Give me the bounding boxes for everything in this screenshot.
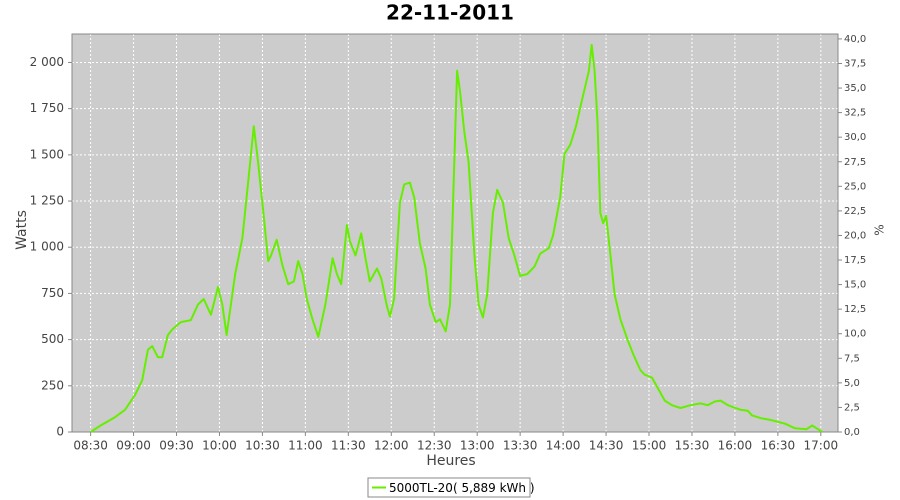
legend: 5000TL-20( 5,889 kWh ) — [367, 477, 535, 498]
y2-tick-label: 27,5 — [844, 157, 866, 168]
x-tick-label: 10:00 — [202, 439, 237, 453]
y2-tick-label: 20,0 — [844, 230, 866, 241]
y2-axis-title: % — [873, 224, 887, 235]
y-tick-label: 1 500 — [30, 147, 64, 161]
y-tick-label: 250 — [41, 378, 64, 392]
chart-title: 22-11-2011 — [386, 1, 514, 25]
y2-tick-label: 15,0 — [844, 280, 866, 291]
y-tick-label: 2 000 — [30, 55, 64, 69]
x-tick-label: 16:30 — [761, 439, 796, 453]
line — [90, 43, 823, 433]
x-tick-label: 11:30 — [331, 439, 366, 453]
y2-tick-label: 17,5 — [844, 255, 866, 266]
y2-tick-label: 35,0 — [844, 83, 866, 94]
y-tick-label: 750 — [41, 286, 64, 300]
x-tick-label: 10:30 — [245, 439, 280, 453]
x-tick-label: 13:30 — [503, 439, 538, 453]
x-tick-label: 12:30 — [417, 439, 452, 453]
y-tick-label: 1 000 — [30, 240, 64, 254]
x-tick-label: 17:00 — [804, 439, 839, 453]
y-tick-label: 1 250 — [30, 194, 64, 208]
y2-tick-label: 0,0 — [844, 427, 860, 438]
plot-background — [72, 34, 838, 432]
x-tick-label: 14:00 — [546, 439, 581, 453]
y2-tick-label: 2,5 — [844, 402, 860, 413]
y2-tick-label: 37,5 — [844, 58, 866, 69]
y2-tick-label: 22,5 — [844, 206, 866, 217]
legend-box — [367, 477, 531, 498]
x-tick-label: 09:00 — [116, 439, 151, 453]
x-tick-label: 16:00 — [718, 439, 753, 453]
y2-tick-label: 7,5 — [844, 353, 860, 364]
x-tick-label: 14:30 — [589, 439, 624, 453]
x-tick-label: 08:30 — [73, 439, 108, 453]
plot-border — [71, 33, 839, 433]
x-axis-title: Heures — [426, 453, 475, 469]
y-tick-label: 1 750 — [30, 101, 64, 115]
y-axis-title: Watts — [14, 210, 30, 250]
y2-tick-label: 32,5 — [844, 108, 866, 119]
y-tick-label: 500 — [41, 332, 64, 346]
x-tick-label: 15:30 — [675, 439, 710, 453]
y2-tick-label: 12,5 — [844, 304, 866, 315]
x-tick-label: 13:00 — [460, 439, 495, 453]
y2-tick-label: 25,0 — [844, 181, 866, 192]
legend-label: 5000TL-20( 5,889 kWh ) — [389, 481, 535, 495]
y-tick-label: 0 — [56, 425, 64, 439]
y2-tick-label: 40,0 — [844, 34, 866, 45]
x-tick-label: 09:30 — [159, 439, 194, 453]
x-tick-label: 12:00 — [374, 439, 409, 453]
x-tick-label: 15:00 — [632, 439, 667, 453]
x-tick-label: 11:00 — [288, 439, 323, 453]
y2-tick-label: 30,0 — [844, 132, 866, 143]
y2-tick-label: 5,0 — [844, 378, 860, 389]
y2-tick-label: 10,0 — [844, 329, 866, 340]
